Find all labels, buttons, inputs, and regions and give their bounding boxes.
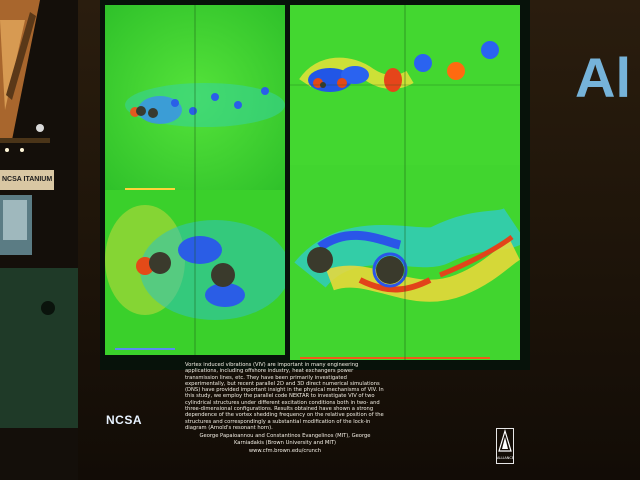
caption-block: Vortex induced vibrations (VIV) are impo… xyxy=(185,362,385,456)
booth-truss xyxy=(0,0,80,480)
alliance-label: ALLIANCE xyxy=(497,456,514,460)
alliance-logo: ALLIANCE xyxy=(496,428,514,464)
caption-authors: George Papaioannou and Constantinos Evan… xyxy=(199,433,371,446)
booth-sign: NCSA ITANIUM xyxy=(0,170,54,190)
simulation-display xyxy=(100,0,530,370)
caption-text: Vortex induced vibrations (VIV) are impo… xyxy=(185,362,384,431)
simulation-panel-top-right xyxy=(290,5,520,165)
ncsa-logo: NCSA xyxy=(106,413,143,427)
simulation-panel-bottom-right xyxy=(290,165,520,360)
caption-url: www.cfm.brown.edu/crunch xyxy=(248,447,322,454)
background-sign-letters: Al xyxy=(575,46,631,109)
simulation-panel-bottom-left xyxy=(105,190,285,355)
simulation-panel-top-left xyxy=(105,5,285,190)
